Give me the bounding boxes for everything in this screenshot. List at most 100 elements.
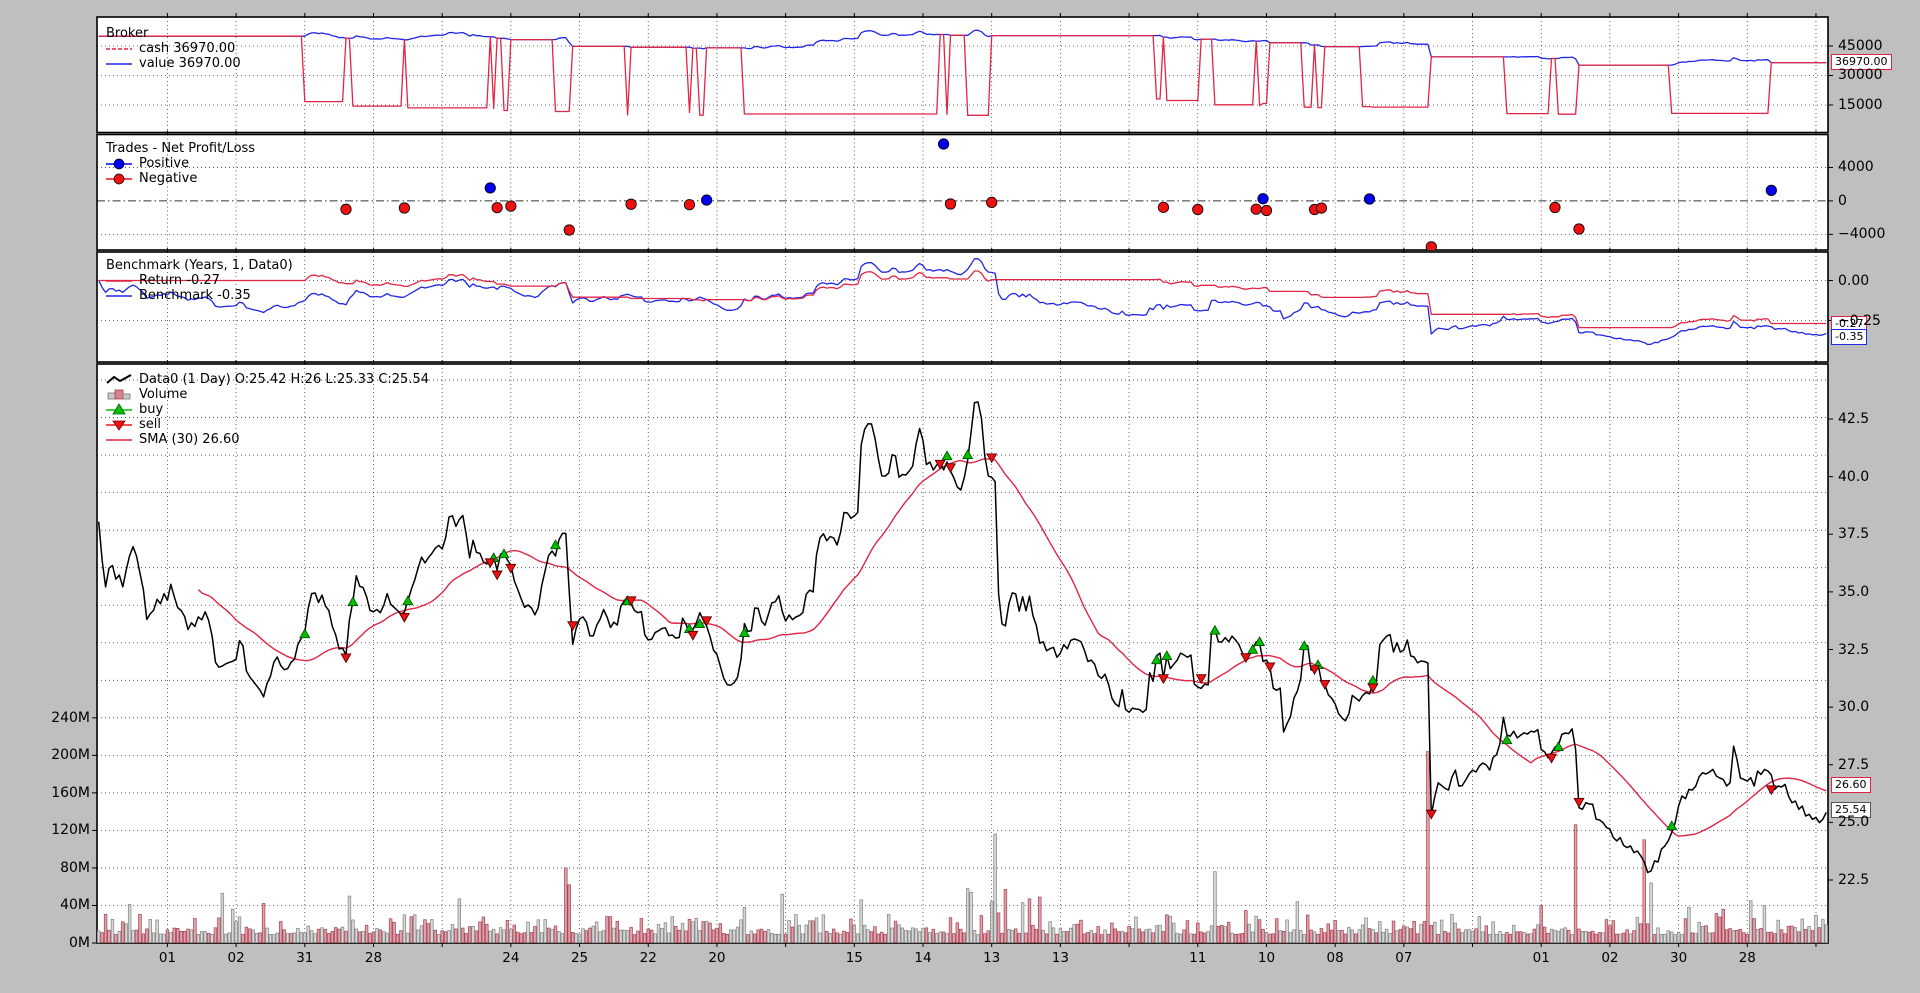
sell-marker — [567, 621, 579, 632]
volume-bar — [722, 932, 726, 943]
volume-bar — [1608, 925, 1612, 943]
volume-bar — [189, 929, 194, 943]
volume-bar — [1724, 929, 1729, 943]
volume-ytick-label: 240M — [51, 709, 90, 726]
volume-bar — [838, 933, 843, 943]
benchmark-title: Benchmark (Years, 1, Data0) — [106, 258, 293, 273]
volume-bar — [1336, 930, 1341, 943]
volume-bar — [629, 927, 633, 943]
volume-bar — [141, 933, 146, 943]
volume-bar — [1628, 933, 1633, 943]
volume-bar — [1666, 930, 1670, 943]
trades-border — [96, 133, 1829, 251]
volume-bar — [564, 867, 568, 943]
trades-panel — [96, 130, 1833, 254]
volume-bar — [1635, 917, 1640, 943]
volume-bar — [1175, 932, 1179, 943]
volume-bar — [1024, 932, 1028, 943]
volume-bar — [1010, 929, 1014, 943]
volume-bar — [612, 927, 616, 943]
volume-bar — [529, 932, 534, 943]
volume-bar — [1312, 931, 1317, 943]
sell-marker — [1195, 674, 1207, 685]
volume-bar — [818, 932, 822, 943]
volume-bar — [1305, 914, 1310, 943]
volume-bar — [1168, 915, 1172, 943]
volume-bar — [790, 926, 795, 943]
volume-bar — [560, 933, 565, 943]
volume-bar — [409, 916, 413, 943]
volume-bar — [203, 931, 207, 943]
sell-marker — [491, 570, 503, 581]
volume-bar — [275, 932, 280, 943]
volume-bar — [1556, 930, 1561, 943]
volume-bar — [1769, 931, 1774, 943]
volume-bar — [437, 934, 441, 943]
volume-bar — [1192, 933, 1197, 943]
volume-ytick-label: 80M — [60, 859, 90, 876]
positive-trade-dot — [701, 194, 713, 206]
main-legend-buy-label: buy — [139, 402, 164, 417]
volume-bar — [1512, 924, 1516, 943]
volume-bar — [1436, 934, 1440, 943]
volume-bar — [1099, 934, 1104, 943]
volume-bar — [1460, 932, 1464, 943]
volume-bar — [1206, 931, 1210, 943]
main-legend-sma-label: SMA (30) 26.60 — [139, 432, 240, 447]
volume-bar — [340, 926, 345, 943]
volume-bar — [756, 929, 760, 943]
negative-trade-dot — [1250, 203, 1262, 215]
volume-bar — [1264, 932, 1269, 943]
broker-legend-value: value 36970.00 — [106, 56, 241, 71]
volume-bar — [1323, 932, 1327, 943]
volume-bar — [426, 923, 431, 943]
volume-bar — [811, 920, 815, 943]
volume-bar — [1615, 933, 1619, 943]
volume-bar — [1055, 933, 1059, 943]
volume-bar — [1735, 929, 1739, 943]
trades-legend-positive-label: Positive — [139, 156, 190, 171]
x-tick-label: 25 — [570, 950, 589, 966]
volume-bar — [1584, 931, 1588, 943]
volume-bar — [1330, 929, 1334, 943]
volume-bar — [519, 933, 523, 943]
volume-bar — [1779, 929, 1784, 943]
volume-bar — [766, 929, 771, 943]
volume-bar — [1738, 928, 1743, 943]
volume-bar — [1625, 929, 1629, 943]
volume-bar — [917, 931, 922, 943]
volume-bar — [1488, 934, 1492, 943]
volume-bar — [1790, 925, 1794, 943]
volume-bar — [1532, 928, 1537, 943]
return-line-icon — [106, 273, 132, 288]
volume-bar — [880, 931, 884, 943]
volume-bar — [595, 921, 599, 943]
volume-bar — [931, 928, 935, 943]
volume-bar — [780, 893, 784, 943]
volume-bar — [121, 921, 125, 943]
negative-trade-dot — [1260, 204, 1273, 217]
volume-bar — [797, 924, 802, 943]
volume-bar — [1419, 924, 1423, 943]
broker-legend: Broker cash 36970.00 value 36970.00 — [106, 26, 241, 71]
volume-bar — [1597, 932, 1602, 943]
volume-bar — [1405, 926, 1409, 943]
volume-bar — [320, 927, 324, 943]
volume-bar — [941, 931, 946, 943]
volume-bar — [1429, 925, 1433, 943]
benchmark-border — [96, 251, 1829, 363]
volume-bar — [1402, 925, 1406, 943]
volume-bar — [358, 931, 362, 943]
main-legend-sell: sell — [106, 417, 429, 432]
broker-border — [96, 16, 1829, 134]
volume-bar — [732, 929, 736, 943]
buy-marker — [1501, 734, 1513, 745]
volume-bar — [1117, 931, 1121, 943]
negative-trade-dot — [491, 202, 503, 214]
volume-bar — [1196, 922, 1200, 943]
volume-bar — [1233, 934, 1238, 943]
broker-ytick-label: 30000 — [1838, 67, 1883, 84]
volume-bar — [1707, 932, 1712, 943]
volume-bar — [292, 932, 297, 943]
volume-bar — [1755, 929, 1760, 943]
